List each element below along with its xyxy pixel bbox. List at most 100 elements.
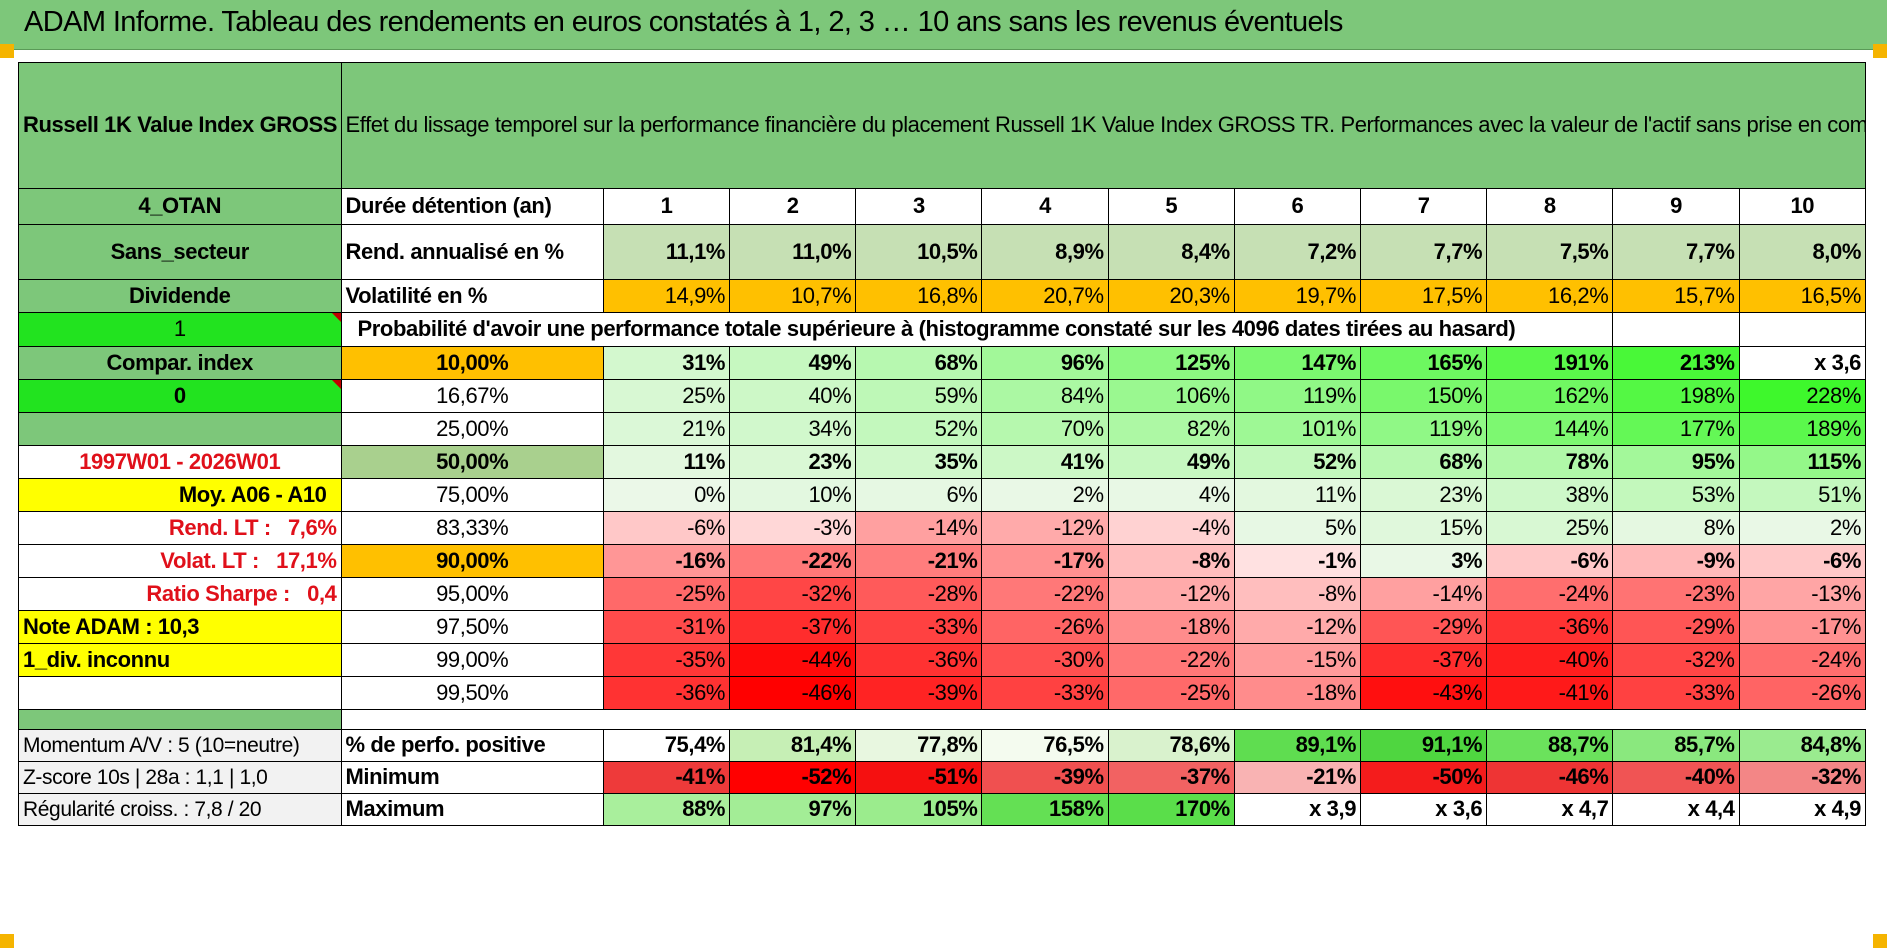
percentile-cell: 115% bbox=[1738, 445, 1867, 479]
percentile-cell: -14% bbox=[855, 511, 983, 545]
percentile-cell: -14% bbox=[1360, 577, 1488, 611]
positive-cell: 85,7% bbox=[1612, 729, 1740, 762]
corner-marker-right bbox=[1873, 44, 1887, 58]
separator bbox=[259, 548, 276, 573]
percentile-cell: 11% bbox=[602, 445, 731, 479]
sharpe-ratio-value: 0,4 bbox=[307, 580, 337, 606]
annualized-cell: 8,4% bbox=[1107, 224, 1235, 280]
percentile-row: Volat. LT : 17,1% 90,00% -16% -22% -21% -17% -… bbox=[18, 544, 1867, 578]
percentile-cell: 0% bbox=[602, 478, 731, 512]
annualized-cell: 11,0% bbox=[729, 224, 857, 280]
percentile-cell: -29% bbox=[1612, 610, 1740, 644]
left-empty bbox=[18, 412, 342, 446]
spacer-bar bbox=[18, 709, 342, 730]
percentile-cell: -37% bbox=[1360, 643, 1488, 677]
percentile-cell: x 3,6 bbox=[1738, 346, 1867, 380]
maximum-cell: 105% bbox=[855, 793, 983, 826]
percentile-cell: -30% bbox=[981, 643, 1109, 677]
positive-cell: 78,6% bbox=[1107, 729, 1235, 762]
percentile-cell: 5% bbox=[1233, 511, 1362, 545]
percentile-cell: -28% bbox=[855, 577, 983, 611]
minimum-label: Minimum bbox=[340, 761, 604, 794]
percentile-cell: -24% bbox=[1738, 643, 1867, 677]
duration-cell: 7 bbox=[1360, 188, 1488, 225]
separator bbox=[271, 515, 288, 540]
percentile-row: 1997W01 - 2026W01 50,00% 11% 23% 35% 41% 49% 52… bbox=[18, 445, 1867, 479]
percentile-cell: -12% bbox=[981, 511, 1109, 545]
flag-cell: 0 bbox=[18, 379, 342, 413]
annualized-label: Rend. annualisé en % bbox=[340, 224, 604, 280]
volatility-cell: 10,7% bbox=[729, 279, 857, 313]
annualized-cell: 11,1% bbox=[602, 224, 731, 280]
volatility-cell: 16,2% bbox=[1486, 279, 1614, 313]
maximum-cell: x 4,4 bbox=[1612, 793, 1740, 826]
percentile-cell: 150% bbox=[1360, 379, 1488, 413]
volatility-cell: 20,3% bbox=[1107, 279, 1235, 313]
percentile-label: 99,00% bbox=[340, 643, 604, 677]
minimum-row: Z-score 10s | 28a : 1,1 | 1,0 Minimum -4… bbox=[18, 761, 1867, 794]
empty-cell bbox=[1612, 312, 1740, 347]
percentile-cell: -33% bbox=[981, 676, 1109, 710]
duration-cell: 3 bbox=[855, 188, 983, 225]
rend-lt-value: 7,6% bbox=[287, 514, 337, 540]
volat-lt-value: 17,1% bbox=[276, 547, 337, 573]
rend-lt: Rend. LT : 7,6% bbox=[18, 511, 342, 545]
rend-lt-label: Rend. LT : bbox=[168, 514, 271, 540]
percentile-cell: -9% bbox=[1612, 544, 1740, 578]
separator bbox=[290, 581, 307, 606]
percentile-cell: -17% bbox=[1738, 610, 1867, 644]
percentile-cell: 101% bbox=[1233, 412, 1362, 446]
percentile-cell: 189% bbox=[1738, 412, 1867, 446]
duration-cell: 5 bbox=[1107, 188, 1235, 225]
percentile-cell: -4% bbox=[1107, 511, 1235, 545]
percentile-row: Compar. index 10,00% 31% 49% 68% 96% 125% 147% 1… bbox=[18, 346, 1867, 380]
regularity-label: Régularité croiss. : 7,8 / 20 bbox=[18, 793, 342, 826]
positive-cell: 89,1% bbox=[1233, 729, 1362, 762]
probability-heading-row: 1 Probabilité d'avoir une performance to… bbox=[18, 312, 1867, 347]
report-header: ADAM Informe. Tableau des rendements en … bbox=[0, 0, 1887, 50]
maximum-cell: x 3,9 bbox=[1233, 793, 1362, 826]
maximum-label: Maximum bbox=[340, 793, 604, 826]
dividend-label: Dividende bbox=[18, 279, 342, 313]
percentile-cell: -22% bbox=[981, 577, 1109, 611]
percentile-cell: -12% bbox=[1233, 610, 1362, 644]
minimum-cell: -50% bbox=[1360, 761, 1488, 794]
volatility-cell: 20,7% bbox=[981, 279, 1109, 313]
spacer-row bbox=[18, 709, 1866, 730]
percentile-row: Ratio Sharpe : 0,4 95,00% -25% -32% -28% -22%… bbox=[18, 577, 1867, 611]
percentile-cell: -13% bbox=[1738, 577, 1867, 611]
period-label: 1997W01 - 2026W01 bbox=[18, 445, 342, 479]
fund-name: Russell 1K Value Index GROSS TR bbox=[18, 62, 342, 189]
description-text: Effet du lissage temporel sur la perform… bbox=[340, 62, 1866, 189]
percentile-cell: 95% bbox=[1612, 445, 1740, 479]
maximum-cell: 97% bbox=[729, 793, 857, 826]
percentile-cell: -17% bbox=[981, 544, 1109, 578]
percentile-cell: -6% bbox=[1738, 544, 1867, 578]
percentile-cell: -26% bbox=[981, 610, 1109, 644]
percentile-cell: 59% bbox=[855, 379, 983, 413]
percentile-cell: 177% bbox=[1612, 412, 1740, 446]
annualized-cell: 8,0% bbox=[1738, 224, 1867, 280]
compar-index-label: Compar. index bbox=[18, 346, 342, 380]
probability-heading: Probabilité d'avoir une performance tota… bbox=[340, 312, 1613, 347]
percentile-label: 50,00% bbox=[340, 445, 604, 479]
percentile-cell: 3% bbox=[1360, 544, 1488, 578]
percentile-cell: 165% bbox=[1360, 346, 1488, 380]
percentile-label: 16,67% bbox=[340, 379, 604, 413]
percentile-cell: -39% bbox=[855, 676, 983, 710]
annualized-cell: 8,9% bbox=[981, 224, 1109, 280]
percentile-label: 97,50% bbox=[340, 610, 604, 644]
percentile-row: 0 16,67% 25% 40% 59% 84% 106% 119% 150% 162% 198% 2… bbox=[18, 379, 1867, 413]
percentile-label: 75,00% bbox=[340, 478, 604, 512]
percentile-cell: -43% bbox=[1360, 676, 1488, 710]
corner-marker-bottom-right bbox=[1873, 934, 1887, 948]
percentile-label: 95,00% bbox=[340, 577, 604, 611]
percentile-cell: -26% bbox=[1738, 676, 1867, 710]
percentile-cell: -41% bbox=[1486, 676, 1614, 710]
percentile-cell: -16% bbox=[602, 544, 731, 578]
percentile-cell: -8% bbox=[1107, 544, 1235, 578]
durations-row: 4_OTAN Durée détention (an) 1 2 3 4 5 6 … bbox=[18, 188, 1867, 225]
percentile-cell: 8% bbox=[1612, 511, 1740, 545]
maximum-cell: 88% bbox=[602, 793, 731, 826]
percentile-cell: -33% bbox=[1612, 676, 1740, 710]
